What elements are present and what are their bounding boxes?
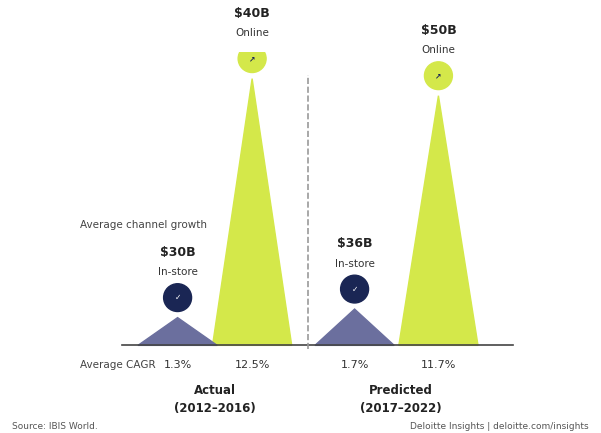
Ellipse shape <box>341 275 368 303</box>
Polygon shape <box>399 96 478 346</box>
Text: 11.7%: 11.7% <box>421 360 456 370</box>
Polygon shape <box>213 79 291 346</box>
Text: Online: Online <box>235 28 269 38</box>
Text: ↗: ↗ <box>249 54 255 63</box>
Text: Average channel growth: Average channel growth <box>80 220 207 230</box>
Text: Deloitte Insights | deloitte.com/insights: Deloitte Insights | deloitte.com/insight… <box>410 422 589 431</box>
Text: 1.7%: 1.7% <box>340 360 369 370</box>
Text: 12.5%: 12.5% <box>234 360 270 370</box>
Ellipse shape <box>424 62 453 90</box>
Ellipse shape <box>163 284 192 311</box>
Text: ↗: ↗ <box>435 71 442 80</box>
Text: $30B: $30B <box>160 246 195 259</box>
Text: 1.3%: 1.3% <box>163 360 192 370</box>
Text: Predicted
(2017–2022): Predicted (2017–2022) <box>361 384 442 415</box>
Text: In-store: In-store <box>335 259 374 268</box>
Text: Average CAGR: Average CAGR <box>80 360 156 370</box>
Text: $50B: $50B <box>421 24 456 37</box>
Text: Source: IBIS World.: Source: IBIS World. <box>12 422 98 431</box>
Text: ✓: ✓ <box>174 293 181 302</box>
Polygon shape <box>315 309 394 346</box>
Text: Online: Online <box>421 45 456 55</box>
Text: $36B: $36B <box>337 237 373 250</box>
Text: ✓: ✓ <box>352 284 358 294</box>
Polygon shape <box>138 318 217 346</box>
Text: $40B: $40B <box>234 7 270 20</box>
Ellipse shape <box>238 45 266 72</box>
Text: In-store: In-store <box>157 267 198 277</box>
Text: Actual
(2012–2016): Actual (2012–2016) <box>174 384 256 415</box>
